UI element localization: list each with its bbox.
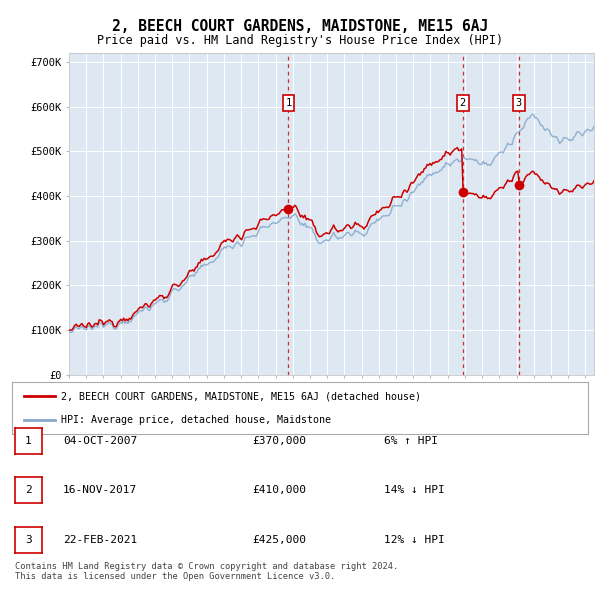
Text: 2: 2 <box>25 485 32 494</box>
Text: 1: 1 <box>286 98 292 108</box>
Text: Contains HM Land Registry data © Crown copyright and database right 2024.
This d: Contains HM Land Registry data © Crown c… <box>15 562 398 581</box>
Text: 2, BEECH COURT GARDENS, MAIDSTONE, ME15 6AJ: 2, BEECH COURT GARDENS, MAIDSTONE, ME15 … <box>112 19 488 34</box>
Text: Price paid vs. HM Land Registry's House Price Index (HPI): Price paid vs. HM Land Registry's House … <box>97 34 503 47</box>
Text: 04-OCT-2007: 04-OCT-2007 <box>63 436 137 445</box>
Text: £370,000: £370,000 <box>252 436 306 445</box>
Text: 6% ↑ HPI: 6% ↑ HPI <box>384 436 438 445</box>
Text: 12% ↓ HPI: 12% ↓ HPI <box>384 535 445 545</box>
Text: 22-FEB-2021: 22-FEB-2021 <box>63 535 137 545</box>
Text: 2, BEECH COURT GARDENS, MAIDSTONE, ME15 6AJ (detached house): 2, BEECH COURT GARDENS, MAIDSTONE, ME15 … <box>61 391 421 401</box>
Text: £410,000: £410,000 <box>252 485 306 494</box>
Text: HPI: Average price, detached house, Maidstone: HPI: Average price, detached house, Maid… <box>61 415 331 425</box>
Text: 1: 1 <box>25 436 32 445</box>
Text: 3: 3 <box>515 98 522 108</box>
Text: 2: 2 <box>460 98 466 108</box>
Text: 16-NOV-2017: 16-NOV-2017 <box>63 485 137 494</box>
Text: 3: 3 <box>25 535 32 545</box>
Text: £425,000: £425,000 <box>252 535 306 545</box>
Text: 14% ↓ HPI: 14% ↓ HPI <box>384 485 445 494</box>
